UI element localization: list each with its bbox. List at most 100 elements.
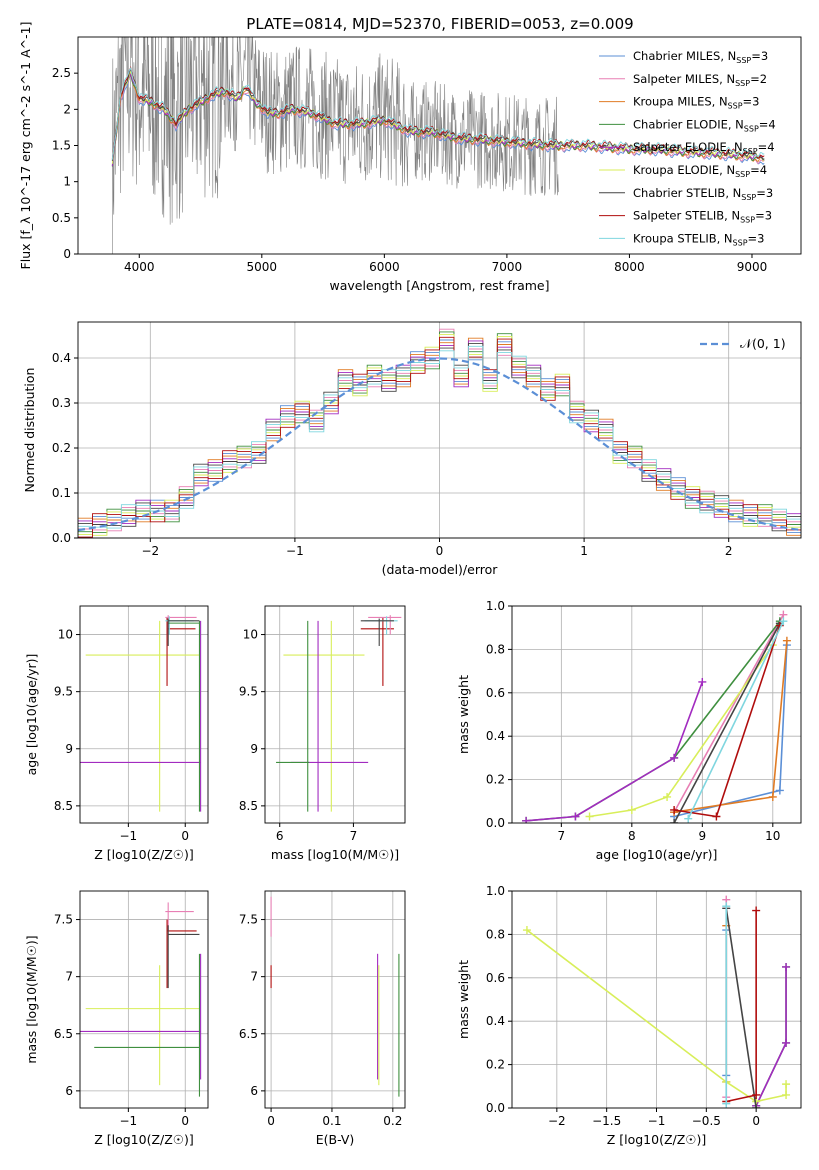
axes: −2 −1.5 −1 −0.5 0 0.0 0.2 0.4 0.6 0.8 1.0 Z [log10(… — [456, 884, 802, 1147]
weight-line — [589, 644, 774, 818]
point-marker — [752, 1104, 761, 1108]
x-axis-label: Z [log10(Z/Z☉)] — [94, 847, 194, 862]
x-tick-label: −2 — [141, 544, 159, 558]
plot-area — [522, 610, 791, 823]
point-marker — [698, 677, 707, 686]
y-tick-label: 1 — [63, 175, 71, 189]
y-tick-label: 0.3 — [52, 396, 71, 410]
axes: −1 0 6 6.5 7 7.5 Z [log10(Z/Z☉)] mass [log10(M/… — [24, 890, 209, 1147]
panel-age-vs-mass: 6 7 8.5 9 9.5 10 mass [log10(M/M☉)] — [239, 605, 406, 862]
x-tick-label: 8 — [628, 829, 636, 843]
y-axis-label: Flux [f_λ 10^-17 erg cm^-2 s^-1 A^-1] — [18, 22, 33, 270]
y-tick-label: 1.5 — [52, 139, 71, 153]
point-marker — [775, 786, 784, 795]
x-tick-label: 0.1 — [322, 1114, 341, 1128]
error-point — [290, 620, 369, 812]
plot-area — [276, 615, 402, 812]
axes: −2 −1 0 1 2 0.0 0.1 0.2 0.3 0.4 (data-model)/error… — [22, 321, 802, 577]
y-tick-label: 7 — [250, 970, 258, 984]
point-marker — [712, 812, 721, 821]
weight-line — [755, 966, 787, 1107]
weight-series — [722, 906, 761, 1106]
y-axis-label: mass [log10(M/M☉)] — [24, 935, 39, 1063]
point-marker — [779, 617, 788, 626]
panel-weight-vs-Z: −2 −1.5 −1 −0.5 0 0.0 0.2 0.4 0.6 0.8 1.0 Z [log10(… — [456, 884, 802, 1147]
weight-line — [673, 614, 785, 813]
x-tick-label: 7 — [558, 829, 566, 843]
y-tick-label: 10 — [243, 628, 258, 642]
x-tick-label: 8000 — [614, 260, 645, 274]
error-point — [94, 953, 201, 1097]
error-point — [165, 615, 197, 635]
y-tick-label: 0.2 — [52, 441, 71, 455]
weight-series — [752, 962, 791, 1108]
x-tick-label: 0 — [181, 1114, 189, 1128]
x-axis-label: mass [log10(M/M☉)] — [271, 847, 399, 862]
weight-line — [755, 966, 787, 1107]
point-marker — [782, 1090, 791, 1099]
observed-spectrum — [112, 37, 559, 254]
y-tick-label: 0.2 — [486, 1058, 505, 1072]
y-tick-label: 1.0 — [486, 599, 505, 613]
error-point — [167, 618, 200, 646]
y-tick-label: 0.0 — [486, 1101, 505, 1115]
model-line — [111, 65, 765, 160]
y-tick-label: 8.5 — [54, 799, 73, 813]
y-tick-label: 0.4 — [52, 351, 71, 365]
error-point — [364, 616, 398, 635]
point-marker — [752, 1090, 761, 1099]
error-point — [85, 965, 200, 1086]
legend: Chabrier MILES, NSSP=3 Salpeter MILES, NS… — [599, 49, 776, 247]
x-axis-label: Z [log10(Z/Z☉)] — [607, 1132, 707, 1147]
y-tick-label: 0.1 — [52, 486, 71, 500]
x-tick-label: 0 — [181, 829, 189, 843]
point-marker — [782, 636, 791, 645]
weight-line — [725, 908, 757, 1108]
point-marker — [722, 1099, 731, 1108]
weight-line — [526, 681, 704, 822]
x-tick-label: −1 — [120, 1114, 138, 1128]
plot-area — [80, 615, 202, 812]
weight-series — [722, 904, 761, 1108]
error-point — [165, 902, 194, 931]
axes: 4000 5000 6000 7000 8000 9000 0 0.5 1 1.5 2 2.5 wave… — [18, 22, 802, 293]
point-marker — [782, 962, 791, 971]
legend-label: 𝒩(0, 1) — [740, 336, 786, 351]
y-tick-label: 0 — [63, 247, 71, 261]
y-axis-label: Normed distribution — [22, 368, 37, 493]
weight-series — [684, 617, 788, 823]
axes-frame — [79, 605, 209, 824]
y-tick-label: 1.0 — [486, 884, 505, 898]
weight-series — [522, 926, 791, 1106]
panel-mass-vs-ebv: 0 0.1 0.2 6 6.5 7 7.5 E(B-V) — [239, 890, 406, 1147]
grid — [512, 605, 801, 824]
x-tick-label: 10 — [765, 829, 780, 843]
grid — [512, 890, 801, 1109]
point-marker — [663, 792, 672, 801]
figure-title: PLATE=0814, MJD=52370, FIBERID=0053, z=0… — [246, 15, 633, 33]
y-tick-label: 8.5 — [239, 799, 258, 813]
y-tick-label: 0.6 — [486, 686, 505, 700]
weight-series — [522, 677, 707, 823]
x-tick-label: 9 — [698, 829, 706, 843]
histogram-step — [78, 336, 801, 538]
panel-residuals: −2 −1 0 1 2 0.0 0.1 0.2 0.3 0.4 (data-model)/error… — [22, 321, 802, 577]
axes-frame — [511, 605, 802, 824]
x-tick-label: 7000 — [492, 260, 523, 274]
error-point — [360, 618, 394, 646]
x-axis-label: age [log10(age/yr)] — [596, 847, 718, 862]
x-tick-label: −1.5 — [592, 1114, 621, 1128]
plot-area — [270, 896, 400, 1097]
y-tick-label: 0.0 — [52, 531, 71, 545]
y-tick-label: 0.8 — [486, 927, 505, 941]
legend-label: Salpeter STELIB, NSSP=3 — [633, 209, 772, 225]
x-tick-label: 6000 — [369, 260, 400, 274]
point-marker — [585, 812, 594, 821]
grid — [265, 606, 405, 823]
legend-label: Kroupa ELODIE, NSSP=4 — [633, 163, 767, 179]
plot-area — [522, 895, 791, 1108]
x-tick-label: −2 — [548, 1114, 566, 1128]
legend-label: Kroupa MILES, NSSP=3 — [633, 95, 759, 111]
y-tick-label: 0.5 — [52, 211, 71, 225]
